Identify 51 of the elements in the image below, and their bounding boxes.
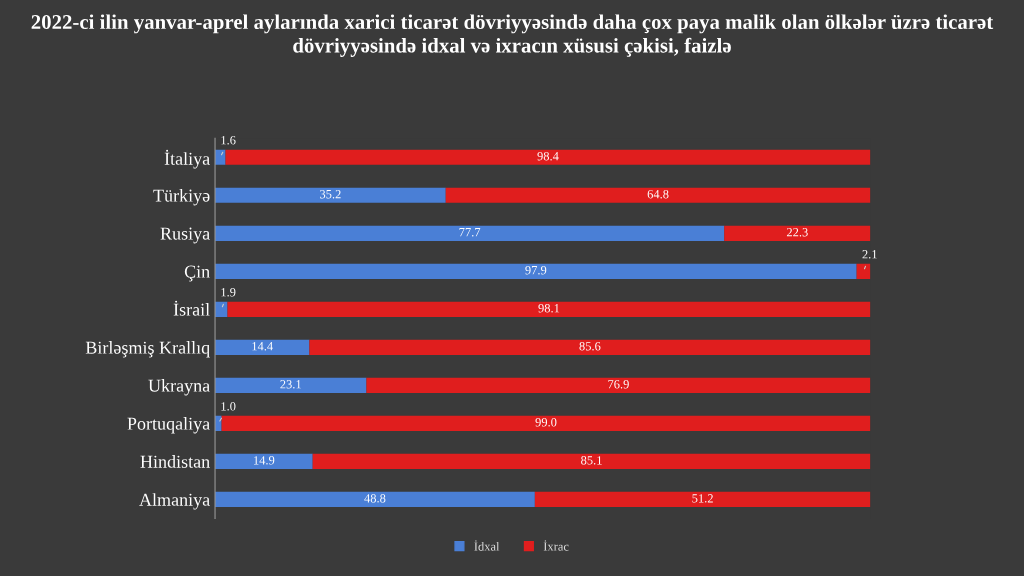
chart-title: 2022-ci ilin yanvar-aprel aylarında xarici ticarət dövriyyəsində daha çox paya malik olan ölkələr üzrə ticarət dövriyyəsində idxal və ixracın xüsusi çəkisi, faizlə [31, 14, 994, 57]
y-tick-label: Çin [184, 265, 210, 282]
bar [215, 491, 535, 507]
bar [215, 225, 725, 241]
data-label: 97.9 [525, 266, 547, 275]
bar [215, 149, 226, 165]
bar [215, 453, 313, 469]
y-tick-label: Birləşmiş Krallıq [85, 341, 210, 358]
data-label: 1.6 [221, 136, 236, 145]
bar [215, 263, 857, 279]
bar [312, 453, 871, 469]
y-tick-label: Portuqaliya [127, 417, 210, 434]
bar [366, 377, 871, 393]
y-tick-label: Hindistan [140, 455, 210, 468]
data-label: 1.0 [221, 402, 236, 411]
y-tick-label: Rusiya [160, 227, 210, 244]
bar [309, 339, 871, 355]
bar [215, 339, 310, 355]
bar [534, 491, 871, 507]
data-label: 35.2 [320, 189, 341, 199]
bar [225, 149, 871, 165]
bar [221, 415, 871, 431]
data-label: 51.2 [692, 494, 713, 503]
bar [215, 377, 367, 393]
bar [445, 187, 871, 203]
bar [724, 225, 871, 241]
y-tick-label: İsrail [173, 300, 210, 316]
legend-label: İdxal [474, 540, 500, 551]
data-label: 98.1 [538, 304, 560, 313]
data-label: 77.7 [459, 228, 481, 237]
bar [215, 187, 446, 203]
data-label: 14.4 [252, 342, 273, 351]
data-label: 64.8 [647, 189, 669, 199]
data-label: 85.6 [579, 342, 601, 351]
data-label: 48.8 [364, 494, 386, 503]
y-tick-label: Ukrayna [148, 379, 210, 396]
data-label: 14.9 [254, 456, 275, 465]
bar [856, 263, 871, 279]
data-label: 76.9 [608, 380, 629, 389]
data-label: 99.0 [535, 418, 557, 427]
y-tick-label: İtaliya [164, 149, 210, 169]
data-label: 2.1 [862, 250, 877, 259]
data-label: 23.1 [280, 380, 301, 389]
y-tick-label: Almaniya [139, 493, 210, 510]
y-tick-label: Türkiyə [153, 189, 210, 206]
legend-label: İxrac [543, 540, 569, 551]
bar [227, 301, 871, 317]
data-label: 85.1 [581, 456, 602, 465]
data-label: 1.9 [221, 288, 236, 297]
data-label: 22.3 [786, 228, 808, 237]
data-label: 98.4 [537, 151, 559, 161]
